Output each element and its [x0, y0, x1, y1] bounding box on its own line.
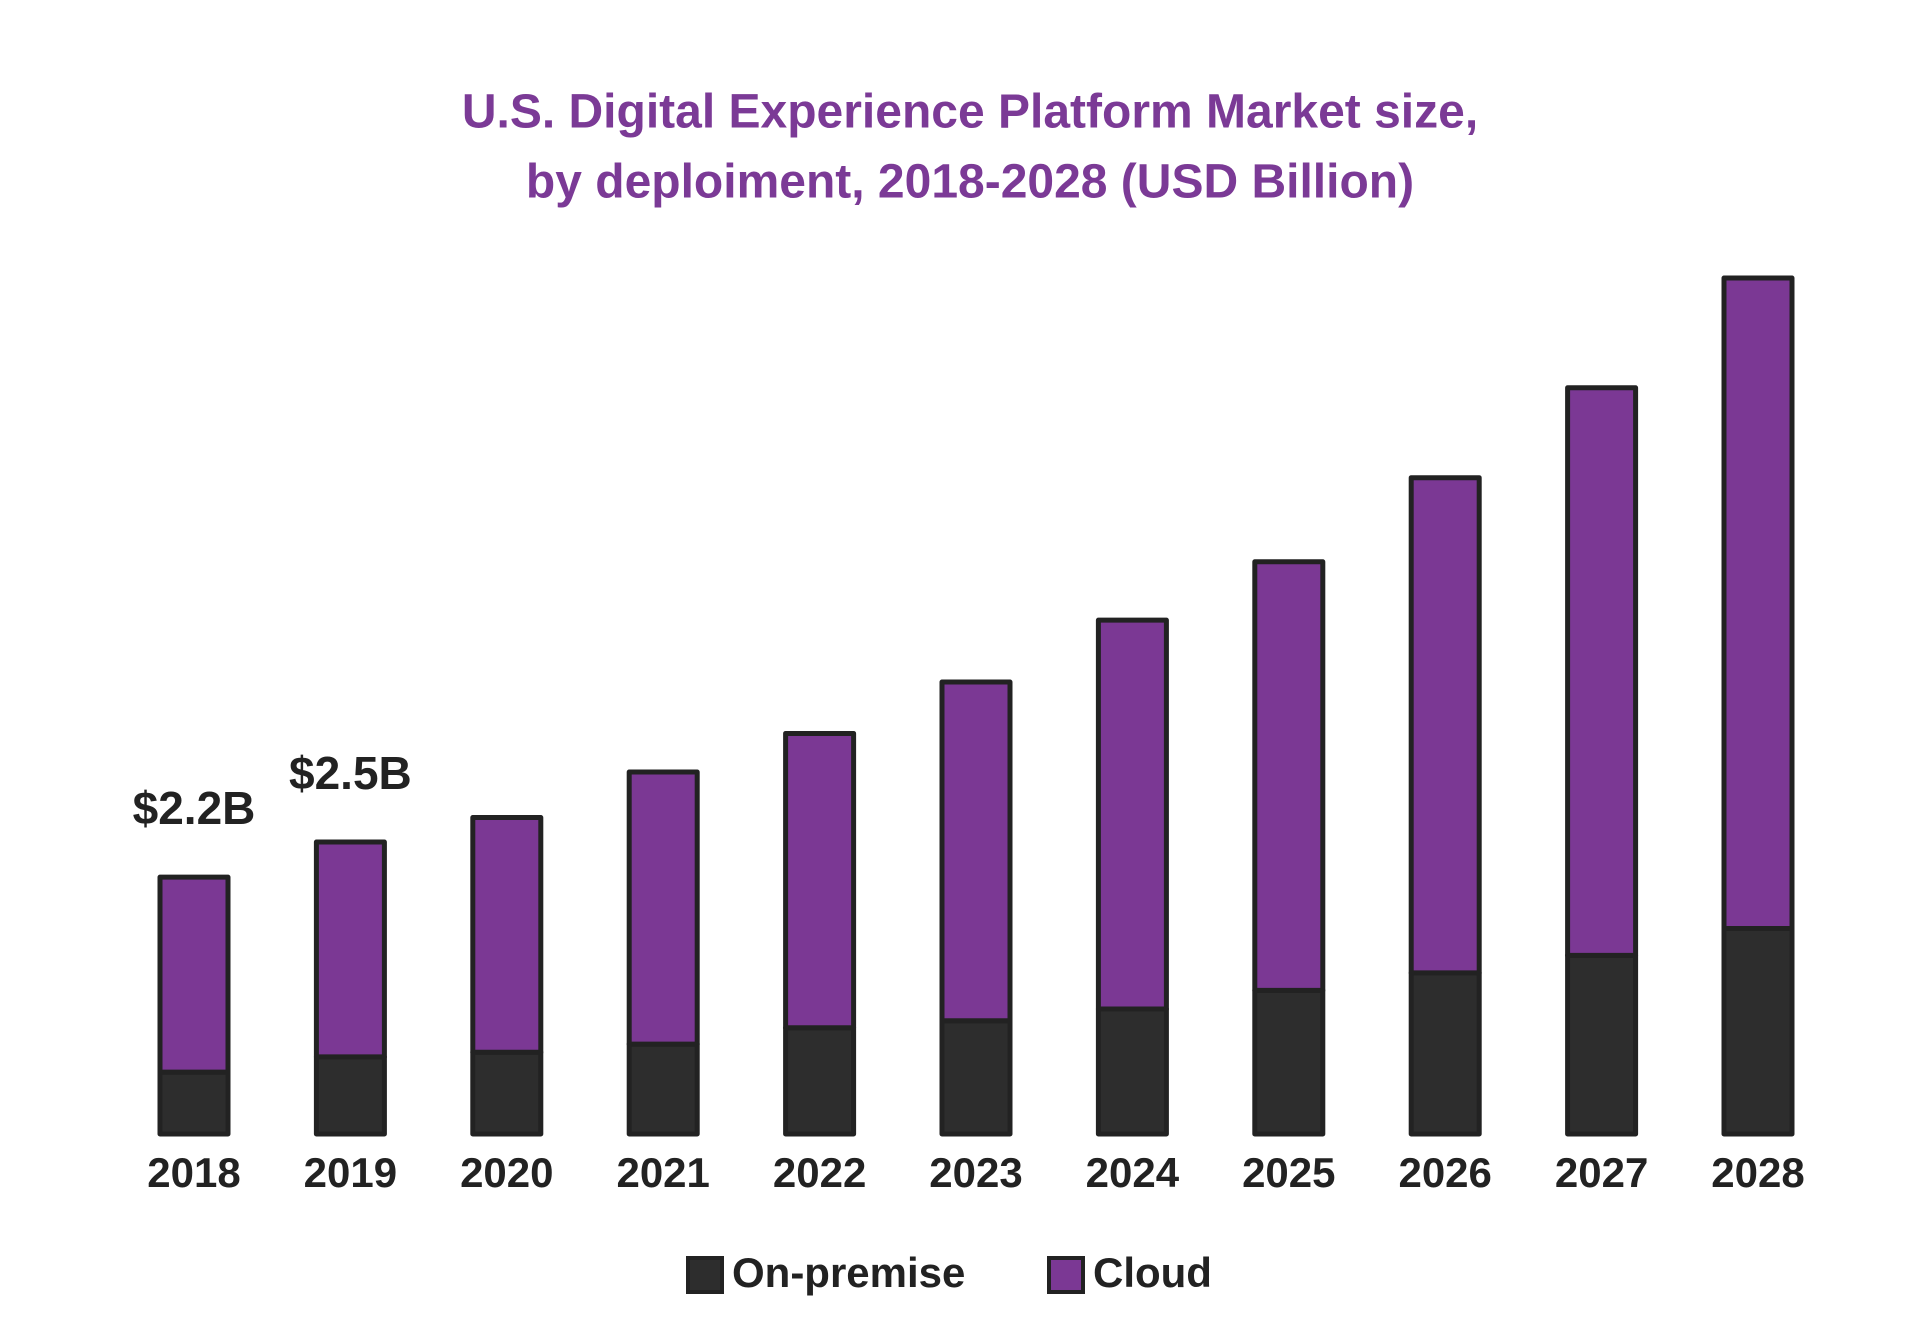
- x-tick-label: 2020: [460, 1149, 553, 1196]
- bar-segment: [1252, 559, 1326, 993]
- x-tick-label: 2018: [147, 1149, 240, 1196]
- bar-segment: [939, 1018, 1013, 1137]
- bar-segment: [1252, 987, 1326, 1137]
- x-tick-label: 2023: [929, 1149, 1022, 1196]
- legend-label: On-premise: [732, 1249, 965, 1296]
- bar-segment: [313, 839, 387, 1060]
- legend-swatch: [686, 1256, 724, 1294]
- chart-title: U.S. Digital Experience Platform Market …: [462, 86, 1478, 139]
- bar-segment: [1408, 475, 1482, 976]
- bar-segment: [783, 730, 857, 1031]
- total-label: $2.5B: [289, 747, 412, 799]
- bar-segment: [1408, 970, 1482, 1137]
- legend-swatch: [1047, 1256, 1085, 1294]
- bar-segment: [939, 679, 1013, 1024]
- bar-segment: [470, 1049, 544, 1137]
- bar-segment: [1565, 385, 1639, 958]
- bar-segment: [1095, 617, 1169, 1012]
- bar-segment: [313, 1054, 387, 1137]
- bar-segment: [1095, 1006, 1169, 1137]
- bar-segment: [626, 769, 700, 1047]
- x-tick-label: 2028: [1711, 1149, 1804, 1196]
- x-tick-label: 2021: [616, 1149, 709, 1196]
- bar-segment: [157, 874, 231, 1075]
- x-tick-label: 2019: [304, 1149, 397, 1196]
- bar-segment: [1721, 925, 1795, 1137]
- bar-segment: [626, 1041, 700, 1137]
- bar-segment: [157, 1069, 231, 1137]
- x-tick-label: 2022: [773, 1149, 866, 1196]
- bar-segment: [1721, 275, 1795, 931]
- x-tick-label: 2024: [1086, 1149, 1180, 1196]
- legend-label: Cloud: [1093, 1249, 1212, 1296]
- x-tick-label: 2025: [1242, 1149, 1335, 1196]
- x-tick-label: 2027: [1555, 1149, 1648, 1196]
- bar-segment: [470, 815, 544, 1055]
- bar-segment: [783, 1025, 857, 1137]
- bar-segment: [1565, 952, 1639, 1137]
- chart-title: by deploiment, 2018-2028 (USD Billion): [526, 156, 1414, 209]
- x-tick-label: 2026: [1398, 1149, 1491, 1196]
- total-label: $2.2B: [133, 782, 256, 834]
